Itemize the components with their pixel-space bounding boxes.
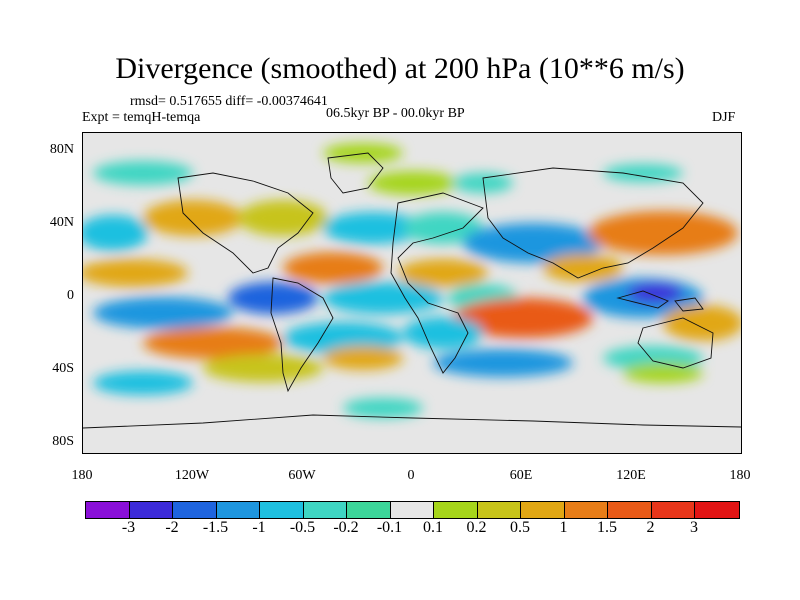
experiment-label: Expt = temqH-temqa	[82, 110, 201, 125]
y-tick-40s: 40S	[52, 361, 74, 376]
y-tick-0: 0	[67, 288, 74, 303]
colorbar-swatch	[651, 502, 695, 518]
plot-title: Divergence (smoothed) at 200 hPa (10**6 …	[115, 52, 685, 85]
divergence-field	[83, 133, 741, 453]
colorbar-label: 0.5	[510, 519, 530, 536]
colorbar-swatch	[608, 502, 652, 518]
colorbar-label: -1.5	[202, 519, 229, 536]
colorbar-swatch	[695, 502, 739, 518]
colorbar-swatch	[173, 502, 217, 518]
period-label: 06.5kyr BP - 00.0kyr BP	[326, 106, 465, 121]
colorbar-label: -2	[165, 519, 179, 536]
colorbar-label: 1.5	[597, 519, 617, 536]
colorbar	[85, 501, 740, 519]
season-label: DJF	[712, 110, 736, 125]
colorbar-swatch	[129, 502, 173, 518]
colorbar-label: -3	[121, 519, 136, 536]
colorbar-swatch	[303, 502, 347, 518]
colorbar-swatch	[347, 502, 391, 518]
x-tick-180w: 180	[71, 468, 93, 483]
x-tick-180e: 180	[729, 468, 751, 483]
divergence-map	[82, 132, 742, 454]
colorbar-label: -1	[252, 519, 266, 536]
colorbar-swatch	[477, 502, 521, 518]
colorbar-swatch	[260, 502, 304, 518]
colorbar-label: 1	[559, 519, 568, 536]
colorbar-swatch	[390, 502, 434, 518]
colorbar-label: -0.1	[376, 519, 403, 536]
y-tick-40n: 40N	[49, 215, 74, 230]
x-tick-60w: 60W	[288, 468, 316, 483]
x-tick-120w: 120W	[174, 468, 210, 483]
colorbar-swatch	[86, 502, 130, 518]
colorbar-swatch	[434, 502, 478, 518]
x-tick-120e: 120E	[616, 468, 646, 483]
y-tick-80s: 80S	[52, 434, 74, 449]
colorbar-label: 0.2	[466, 519, 487, 536]
colorbar-swatch	[216, 502, 260, 518]
x-tick-60e: 60E	[509, 468, 533, 483]
colorbar-label: 2	[646, 519, 655, 536]
y-tick-80n: 80N	[49, 142, 74, 157]
colorbar-swatch	[521, 502, 565, 518]
colorbar-label: -0.5	[289, 519, 316, 536]
x-tick-0: 0	[407, 468, 415, 483]
colorbar-label: 0.1	[423, 519, 443, 536]
colorbar-label: -0.2	[333, 519, 359, 536]
colorbar-label: 3	[690, 519, 698, 536]
colorbar-swatch	[564, 502, 608, 518]
rmsd-diff-stats: rmsd= 0.517655 diff= -0.00374641	[130, 94, 328, 109]
